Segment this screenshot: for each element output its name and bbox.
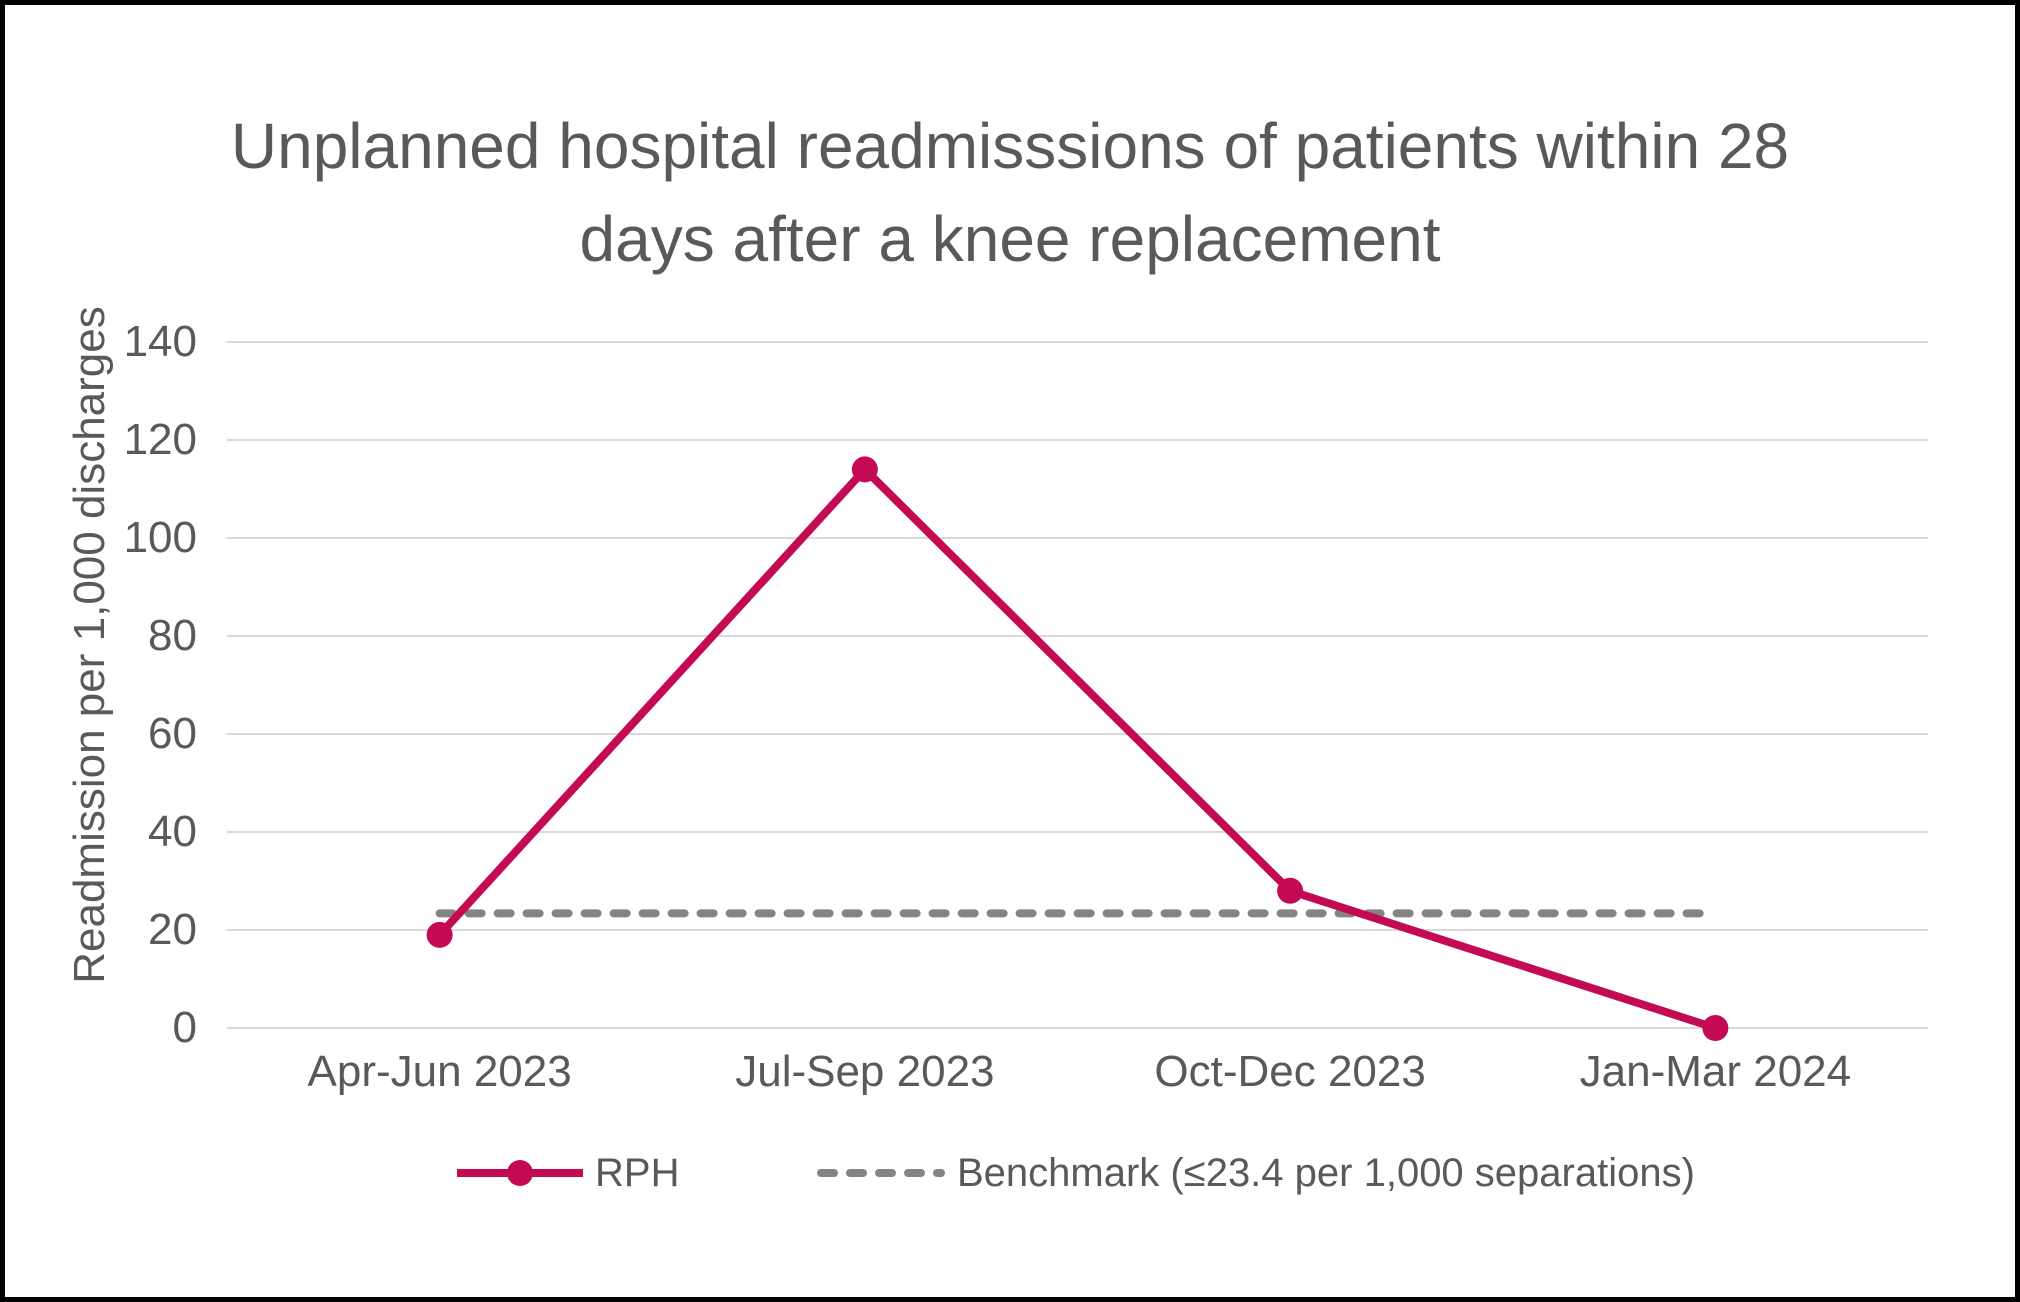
y-tick-label: 20 (148, 905, 197, 954)
data-point (426, 921, 453, 948)
x-tick-label: Jan-Mar 2024 (1579, 1047, 1852, 1096)
x-tick-label: Jul-Sep 2023 (735, 1047, 995, 1096)
x-tick-label: Apr-Jun 2023 (307, 1047, 572, 1096)
y-tick-label: 80 (148, 611, 197, 660)
data-point (851, 456, 878, 483)
y-tick-label: 40 (148, 807, 197, 856)
y-tick-label: 60 (148, 709, 197, 758)
series-line-rph (436, 465, 1717, 1032)
y-tick-label: 0 (172, 1003, 197, 1052)
data-point (1277, 877, 1304, 904)
chart-title: Unplanned hospital readmisssions of pati… (230, 110, 1790, 275)
y-tick-label: 120 (123, 415, 197, 464)
y-tick-label: 140 (123, 317, 197, 366)
data-point (1702, 1015, 1729, 1041)
y-tick-label: 100 (123, 513, 197, 562)
plot-area (227, 341, 1928, 1041)
x-tick-label: Oct-Dec 2023 (1154, 1047, 1426, 1096)
